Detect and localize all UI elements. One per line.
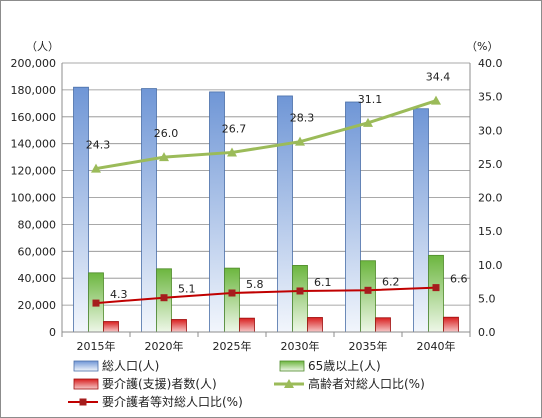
line-1-marker-1 <box>91 163 101 173</box>
left-tick-label: 100,000 <box>11 192 57 205</box>
line-2 <box>95 286 437 305</box>
legend-marker-5 <box>79 398 87 406</box>
gridlines <box>62 62 470 306</box>
x-tick-label: 2020年 <box>145 339 184 353</box>
legend-swatch-2 <box>279 360 305 372</box>
left-tick-label: 40,000 <box>18 272 57 285</box>
bar-2-5 <box>360 260 376 333</box>
legend-label-3: 要介護(支援)者数(人) <box>102 376 217 391</box>
legend: 総人口(人) 65歳以上(人) 要介護(支援)者数(人) 高齢者対総人口比(%) 要介護… <box>68 359 425 409</box>
bar-3-1 <box>103 321 119 333</box>
line-1-marker-6 <box>431 95 441 105</box>
bar-1-6 <box>413 108 429 333</box>
x-tick-label: 2035年 <box>349 339 388 353</box>
left-tick-label: 0 <box>49 326 56 339</box>
left-tick-label: 80,000 <box>18 218 57 231</box>
axes <box>61 63 471 337</box>
bar-3-2 <box>171 319 187 333</box>
data-label-2-6: 6.6 <box>450 273 468 286</box>
data-label-2-5: 6.2 <box>382 275 400 288</box>
bar-2-6 <box>428 254 444 333</box>
line-1-marker-4 <box>295 136 305 146</box>
left-tick-label: 60,000 <box>18 245 57 258</box>
bar-1-5 <box>345 101 361 333</box>
data-label-1-5: 31.1 <box>358 93 383 106</box>
data-label-1-1: 24.3 <box>86 139 111 152</box>
line-2-marker-3 <box>228 289 236 297</box>
line-2-marker-1 <box>92 299 100 307</box>
right-tick-label: 10.0 <box>478 259 503 272</box>
data-label-2-3: 5.8 <box>246 278 264 291</box>
bar-3-4 <box>307 317 323 333</box>
data-label-2-2: 5.1 <box>178 283 196 296</box>
x-tick-label: 2015年 <box>77 339 116 353</box>
line-2-marker-6 <box>432 284 440 292</box>
right-tick-label: 20.0 <box>478 192 503 205</box>
bar-2-3 <box>224 267 240 333</box>
legend-label-5: 要介護者等対総人口比(%) <box>102 394 243 409</box>
line-1-marker-5 <box>363 117 373 127</box>
line-2-marker-5 <box>364 286 372 294</box>
left-tick-label: 180,000 <box>11 84 57 97</box>
line-2-marker-4 <box>296 287 304 295</box>
line-1-marker-2 <box>159 152 169 162</box>
x-tick-label: 2030年 <box>281 339 320 353</box>
data-label-1-4: 28.3 <box>290 112 315 125</box>
bar-series <box>73 86 459 333</box>
legend-marker-4 <box>284 379 294 388</box>
data-label-2-4: 6.1 <box>314 276 332 289</box>
right-axis-unit: （%） <box>466 40 498 53</box>
x-axis-ticks: 2015年 2020年 2025年 2030年 2035年 2040年 <box>77 339 456 353</box>
data-label-1-2: 26.0 <box>154 127 179 140</box>
data-labels: 24.3 26.0 26.7 28.3 31.1 34.4 4.3 5.1 5.8 6.1 6.2 6… <box>86 71 468 301</box>
data-label-2-1: 4.3 <box>110 288 128 301</box>
legend-label-2: 65歳以上(人) <box>308 359 381 373</box>
legend-label-4: 高齢者対総人口比(%) <box>308 376 425 391</box>
bar-1-2 <box>141 88 157 333</box>
bar-3-6 <box>443 316 459 333</box>
right-tick-label: 30.0 <box>478 124 503 137</box>
x-tick-label: 2025年 <box>213 339 252 353</box>
left-tick-label: 200,000 <box>11 57 57 70</box>
left-tick-label: 140,000 <box>11 138 57 151</box>
line-1-marker-3 <box>227 147 237 157</box>
left-tick-label: 20,000 <box>18 299 57 312</box>
right-tick-label: 0.0 <box>478 326 496 339</box>
data-label-1-3: 26.7 <box>222 122 247 135</box>
data-label-1-6: 34.4 <box>426 71 451 84</box>
right-tick-label: 25.0 <box>478 158 503 171</box>
bar-1-4 <box>277 95 293 333</box>
bar-3-3 <box>239 317 255 333</box>
right-tick-label: 15.0 <box>478 225 503 238</box>
left-tick-label: 160,000 <box>11 111 57 124</box>
line-1 <box>95 99 437 171</box>
right-tick-label: 40.0 <box>478 57 503 70</box>
left-axis-unit: （人） <box>26 40 59 53</box>
legend-swatch-3 <box>73 378 99 390</box>
legend-label-1: 総人口(人) <box>102 359 159 373</box>
x-tick-label: 2040年 <box>417 339 456 353</box>
right-tick-label: 5.0 <box>478 292 496 305</box>
left-tick-label: 120,000 <box>11 165 57 178</box>
bar-3-5 <box>375 317 391 333</box>
bar-2-4 <box>292 265 308 333</box>
left-axis-ticks: 0 20,000 40,000 60,000 80,000 100,000 120,000 1… <box>11 57 57 339</box>
right-tick-label: 35.0 <box>478 91 503 104</box>
right-axis-ticks: 0.0 5.0 10.0 15.0 20.0 25.0 30.0 35.0 40.0 <box>478 57 503 339</box>
bar-1-1 <box>73 86 89 333</box>
line-series <box>91 95 441 307</box>
legend-swatch-1 <box>73 360 99 372</box>
line-2-marker-2 <box>160 294 168 302</box>
